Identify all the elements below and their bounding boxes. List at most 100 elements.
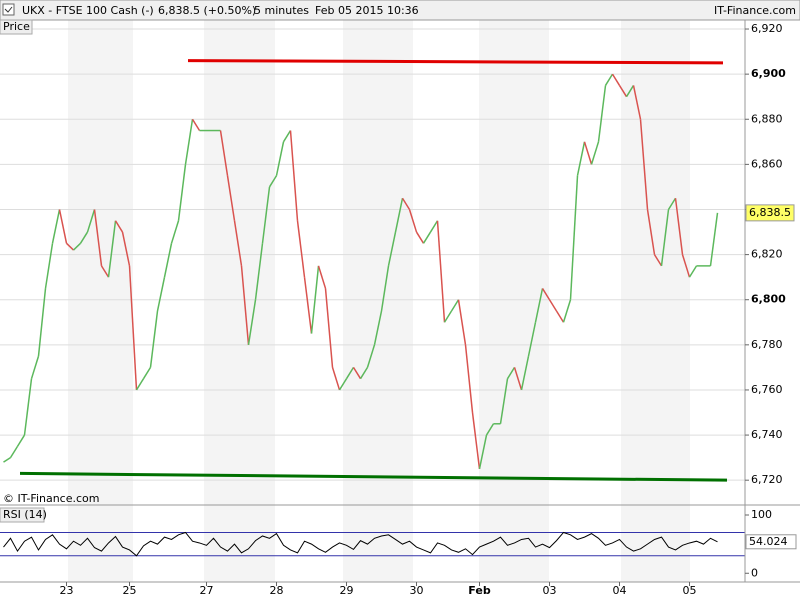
price-segment	[667, 197, 677, 210]
price-segment	[429, 220, 439, 233]
price-segment	[303, 277, 313, 334]
x-tick-label: 03	[543, 584, 557, 597]
price-segment	[30, 355, 40, 379]
price-segment	[3, 456, 11, 463]
price-segment	[331, 367, 341, 391]
last-value-box	[745, 534, 797, 550]
price-segment	[548, 299, 558, 312]
x-tick-label: 27	[200, 584, 214, 597]
price-segment	[324, 288, 334, 368]
price-segment	[317, 265, 327, 289]
price-segment	[646, 209, 656, 255]
interval: 5 minutes	[254, 4, 309, 17]
price-segment	[513, 367, 523, 391]
price-segment	[709, 212, 719, 266]
y-tick-label: 6,720	[751, 473, 783, 486]
rsi-line	[3, 531, 718, 557]
price-segment	[380, 265, 390, 312]
price-segment	[520, 355, 530, 391]
price-segment	[681, 254, 691, 278]
x-tick-label: 25	[123, 584, 137, 597]
price-segment	[254, 243, 264, 300]
price-segment	[485, 423, 495, 436]
price-segment	[338, 378, 348, 391]
price-segment	[478, 434, 488, 470]
price-segment	[660, 209, 670, 266]
rsi-panel-label: RSI (14)	[3, 508, 47, 521]
price-segment	[170, 220, 180, 244]
price-segment	[121, 231, 131, 267]
last-price-box	[745, 204, 795, 222]
menu-icon-mark	[4, 6, 13, 13]
price-panel-label: Price	[3, 20, 30, 33]
panel-label-box	[0, 507, 45, 523]
price-segment	[156, 277, 166, 312]
price-segment	[373, 310, 383, 345]
watermark: © IT-Finance.com	[3, 492, 100, 505]
price-segment	[16, 434, 26, 447]
x-tick-label: 23	[60, 584, 74, 597]
price-segment	[422, 231, 432, 244]
price-segment	[23, 378, 33, 436]
y-tick-label: 6,780	[751, 338, 783, 351]
price-segment	[618, 85, 628, 98]
price-segment	[576, 141, 586, 176]
price-segment	[296, 220, 306, 278]
price-segment	[450, 299, 460, 312]
price-segment	[261, 186, 271, 244]
x-tick-label: 05	[683, 584, 697, 597]
price-segment	[65, 242, 75, 251]
price-segment	[163, 243, 173, 278]
y-tick-label: 0	[751, 566, 758, 579]
price-segment	[289, 130, 299, 221]
price-segment	[79, 231, 89, 244]
symbol: UKX - FTSE 100 Cash (-)	[22, 4, 154, 17]
price-segment	[268, 175, 278, 188]
price-segment	[177, 164, 187, 221]
price-segment	[436, 220, 446, 323]
price-segment	[359, 366, 369, 380]
price-segment	[499, 378, 509, 424]
price-segment	[149, 310, 159, 368]
timestamp: Feb 05 2015 10:36	[315, 4, 419, 17]
band	[68, 20, 133, 582]
price-segment	[107, 220, 117, 278]
menu-icon[interactable]	[2, 3, 15, 16]
x-tick-label: 28	[270, 584, 284, 597]
y-tick-label: 100	[751, 508, 772, 521]
price-segment	[583, 141, 593, 165]
y-tick-label: 6,760	[751, 383, 783, 396]
price-segment	[464, 344, 474, 413]
y-tick-label: 6,880	[751, 112, 783, 125]
price-segment	[639, 119, 649, 210]
price-segment	[9, 445, 19, 459]
price-segment	[44, 243, 54, 289]
price-segment	[226, 175, 236, 221]
price-segment	[51, 209, 61, 244]
x-tick-label: 04	[613, 584, 627, 597]
y-tick-label: 6,740	[751, 428, 783, 441]
price-segment	[674, 198, 684, 255]
price-segment	[93, 209, 103, 266]
price-segment	[135, 378, 145, 391]
panel-label-box	[0, 19, 33, 35]
price-segment	[86, 209, 96, 233]
price-segment	[191, 118, 201, 131]
price-segment	[415, 231, 425, 244]
price-segment	[387, 231, 397, 267]
price-segment	[527, 322, 537, 357]
trendline	[187, 59, 724, 65]
band	[343, 20, 413, 582]
price-segment	[443, 310, 453, 323]
last-value-label: 54.024	[749, 535, 788, 548]
price-segment	[555, 310, 565, 323]
price-segment	[653, 254, 663, 267]
price-segment	[534, 288, 544, 323]
y-tick-label: 6,820	[751, 248, 783, 261]
price-segment	[240, 265, 250, 345]
price-segment	[114, 220, 124, 233]
price-segment	[100, 265, 110, 278]
band	[479, 20, 549, 582]
price-segment	[625, 85, 635, 98]
